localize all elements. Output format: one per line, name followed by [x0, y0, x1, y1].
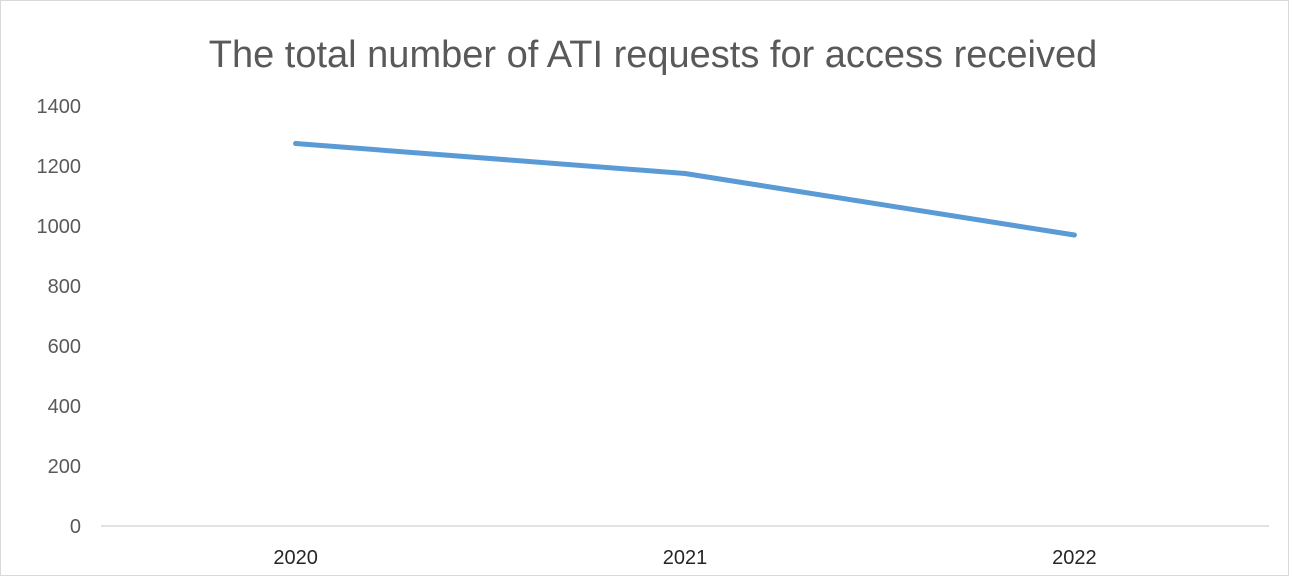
y-tick-label: 0: [70, 516, 81, 538]
series-point: [293, 141, 299, 146]
series-layer: [293, 141, 1077, 238]
x-axis-ticks: 2020 2021 2022: [273, 547, 1096, 569]
x-tick-label: 2020: [273, 547, 318, 569]
y-tick-label: 800: [48, 276, 81, 298]
y-tick-label: 400: [48, 396, 81, 418]
y-tick-label: 1200: [37, 156, 82, 178]
chart-title: The total number of ATI requests for acc…: [209, 34, 1098, 76]
x-tick-label: 2022: [1052, 547, 1097, 569]
series-point: [682, 171, 688, 176]
y-tick-label: 1400: [37, 96, 82, 118]
series-line: [293, 141, 1077, 238]
y-tick-label: 1000: [37, 216, 82, 238]
x-tick-label: 2021: [663, 547, 708, 569]
series-point: [1071, 232, 1077, 238]
y-tick-label: 600: [48, 336, 81, 358]
y-axis-ticks: 0 200 400 600 800 1000 1200 1400: [37, 96, 82, 538]
y-tick-label: 200: [48, 456, 81, 478]
